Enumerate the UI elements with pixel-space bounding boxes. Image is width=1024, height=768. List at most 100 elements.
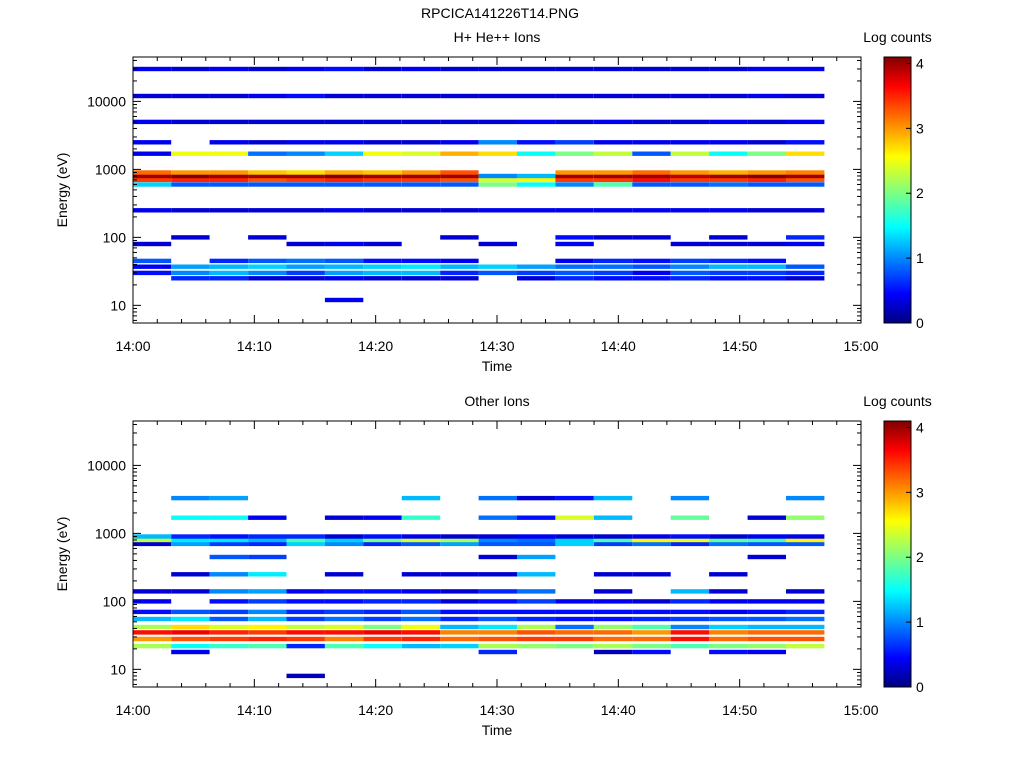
colorbar-tick-label: 4 <box>916 55 924 71</box>
heatmap-cell <box>363 270 402 276</box>
heatmap-cell <box>478 119 517 125</box>
heatmap-cell <box>478 589 517 594</box>
heatmap-cell <box>517 177 556 183</box>
heatmap-cell <box>171 264 210 269</box>
heatmap-cell <box>632 537 671 543</box>
heatmap-cell <box>517 270 556 276</box>
colorbar-label: Log counts <box>863 393 932 409</box>
heatmap-cell <box>555 541 594 547</box>
heatmap-cell <box>709 93 748 99</box>
heatmap-cell <box>555 177 594 183</box>
heatmap-cell <box>324 276 364 281</box>
heatmap-cell <box>709 173 748 179</box>
x-tick-label: 14:30 <box>479 702 514 718</box>
heatmap-cell <box>632 534 671 539</box>
heatmap-cell <box>324 258 364 264</box>
heatmap-cell <box>209 599 248 604</box>
heatmap-cell <box>517 151 556 156</box>
heatmap-cell <box>670 276 710 281</box>
heatmap-cell <box>593 630 633 635</box>
heatmap-cell <box>324 173 364 179</box>
heatmap-cell <box>555 636 594 642</box>
heatmap-cell <box>286 119 325 125</box>
heatmap-cell <box>632 177 671 183</box>
y-tick-label: 100 <box>103 593 127 609</box>
heatmap-cell <box>286 241 325 247</box>
heatmap-cell <box>747 541 786 547</box>
heatmap-cell <box>440 616 479 622</box>
colorbar: 0 1 2 3 4 Log counts <box>863 29 932 331</box>
heatmap-cell <box>363 241 402 247</box>
heatmap-cell <box>209 554 248 560</box>
heatmap-cell <box>401 534 441 539</box>
heatmap-cell <box>747 649 786 655</box>
heatmap-cell <box>248 66 287 72</box>
heatmap-cell <box>286 177 325 183</box>
heatmap-cell <box>324 140 364 145</box>
heatmap-cell <box>593 270 633 276</box>
heatmap-cell <box>786 495 825 501</box>
heatmap-cell <box>286 170 325 175</box>
heatmap-cell <box>517 537 556 543</box>
heatmap-cell <box>478 495 517 501</box>
heatmap-cell <box>209 182 248 187</box>
heatmap-cell <box>401 616 441 622</box>
colorbar-tick-label: 2 <box>916 549 924 565</box>
heatmap-cell <box>786 93 825 99</box>
heatmap-cell <box>593 589 633 594</box>
heatmap-cell <box>363 599 402 604</box>
heatmap-cell <box>747 173 786 179</box>
heatmap-cell <box>324 643 364 649</box>
heatmap-cell <box>401 258 441 264</box>
heatmap-cell <box>747 264 786 269</box>
heatmap-cell <box>248 630 287 635</box>
heatmap-cell <box>517 609 556 615</box>
heatmap-cell <box>440 589 479 594</box>
heatmap-cell <box>363 636 402 642</box>
heatmap-cell <box>747 93 786 99</box>
x-tick-label: 14:50 <box>722 338 757 354</box>
heatmap-cell <box>593 258 633 264</box>
heatmap-cell <box>440 170 479 175</box>
heatmap-cell <box>324 534 364 539</box>
heatmap-cell <box>593 208 633 213</box>
heatmap-cell <box>593 276 633 281</box>
y-tick-label: 1000 <box>95 161 126 177</box>
heatmap-cell <box>286 173 325 179</box>
heatmap-cell <box>709 624 748 630</box>
heatmap-cell <box>478 537 517 543</box>
heatmap-cell <box>132 537 172 543</box>
heatmap-cell <box>209 170 248 175</box>
x-axis: 14:00 14:10 14:20 14:30 14:40 14:50 15:00 Time <box>115 421 879 738</box>
heatmap-cell <box>593 495 633 501</box>
heatmap-cell <box>555 93 594 99</box>
heatmap-cell <box>440 599 479 604</box>
heatmap-cell <box>286 609 325 615</box>
heatmap-cell <box>248 624 287 630</box>
heatmap-cell <box>670 609 710 615</box>
heatmap-cell <box>670 264 710 269</box>
heatmap-cell <box>209 140 248 145</box>
y-tick-label: 10 <box>110 297 126 313</box>
heatmap-cell <box>478 541 517 547</box>
heatmap-cell <box>171 515 210 520</box>
heatmap-cell <box>209 66 248 72</box>
heatmap-cell <box>632 616 671 622</box>
heatmap-cell <box>132 270 172 276</box>
heatmap-cell <box>132 609 172 615</box>
heatmap-cell <box>709 534 748 539</box>
heatmap-cell <box>632 173 671 179</box>
heatmap-cell <box>132 624 172 630</box>
heatmap-cell <box>670 537 710 543</box>
heatmap-cell <box>248 177 287 183</box>
heatmap-cell <box>286 541 325 547</box>
heatmap-cell <box>248 235 287 240</box>
heatmap-cell <box>363 258 402 264</box>
heatmap-cell <box>517 643 556 649</box>
heatmap-cell <box>209 119 248 125</box>
colorbar-tick-label: 3 <box>916 484 924 500</box>
heatmap-cell <box>363 93 402 99</box>
heatmap-cell <box>440 258 479 264</box>
heatmap-cell <box>709 170 748 175</box>
heatmap-cell <box>248 554 287 560</box>
